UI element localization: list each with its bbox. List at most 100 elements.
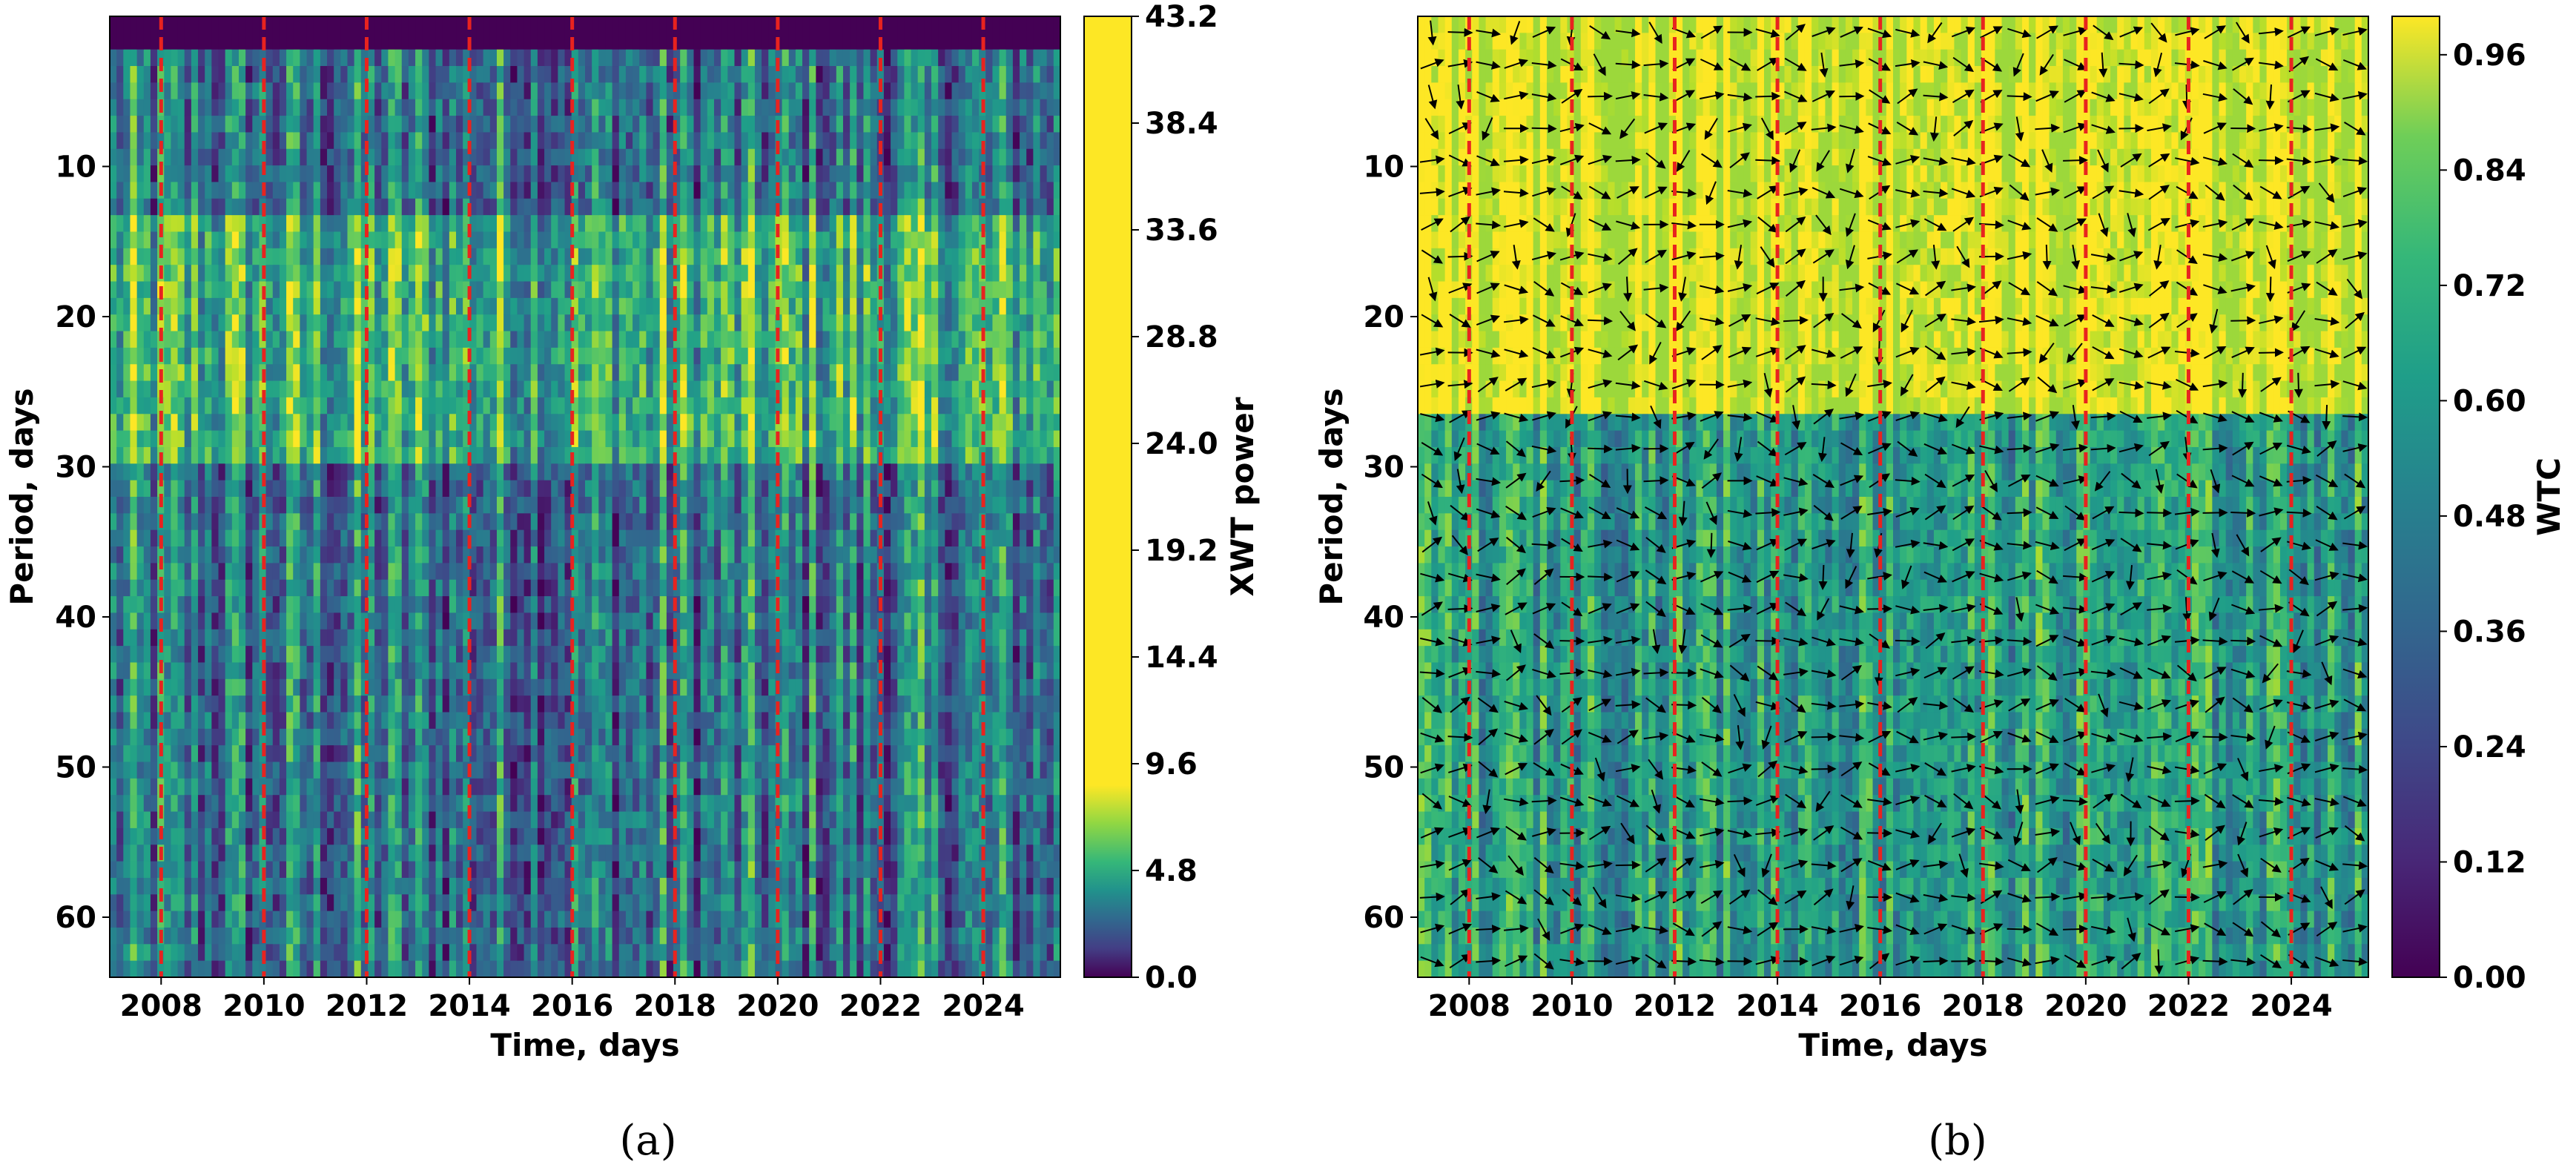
heatmap-cell	[598, 795, 607, 813]
heatmap-cell	[150, 414, 158, 432]
heatmap-cell	[150, 99, 158, 116]
heatmap-cell	[205, 33, 212, 50]
heatmap-cell	[381, 265, 389, 282]
heatmap-cell	[300, 215, 308, 233]
heatmap-cell	[293, 944, 300, 962]
heatmap-cell	[259, 894, 267, 912]
heatmap-cell	[123, 579, 131, 597]
heatmap-cell	[530, 894, 538, 912]
heatmap-cell	[537, 480, 545, 498]
heatmap-cell	[524, 778, 532, 796]
heatmap-cell	[150, 546, 158, 564]
heatmap-cell	[300, 148, 308, 166]
heatmap-cell	[177, 331, 185, 348]
heatmap-cell	[503, 827, 511, 845]
heatmap-cell	[205, 148, 212, 166]
heatmap-cell	[279, 99, 287, 116]
heatmap-cell	[476, 778, 484, 796]
heatmap-cell	[300, 497, 308, 514]
heatmap-cell	[238, 480, 246, 498]
heatmap-cell	[524, 182, 532, 199]
heatmap-cell	[313, 331, 321, 348]
heatmap-cell	[130, 778, 138, 796]
heatmap-cell	[476, 646, 484, 664]
heatmap-cell	[110, 827, 117, 845]
heatmap-cell	[489, 728, 498, 746]
heatmap-cell	[415, 811, 423, 829]
heatmap-cell	[171, 148, 179, 166]
heatmap-cell	[340, 165, 349, 183]
heatmap-cell	[340, 546, 349, 564]
heatmap-cell	[408, 712, 416, 730]
heatmap-cell	[401, 944, 409, 962]
heatmap-cell	[367, 662, 375, 680]
heatmap-cell	[367, 579, 375, 597]
heatmap-cell	[334, 845, 341, 862]
heatmap-cell	[585, 629, 592, 647]
heatmap-cell	[633, 49, 640, 67]
heatmap-cell	[469, 579, 478, 597]
heatmap-cell	[110, 845, 117, 862]
heatmap-cell	[116, 944, 124, 962]
heatmap-cell	[612, 314, 620, 332]
heatmap-cell	[530, 480, 538, 498]
heatmap-cell	[320, 281, 328, 299]
heatmap-cell	[422, 414, 429, 432]
heatmap-cell	[442, 364, 450, 382]
heatmap-cell	[381, 314, 389, 332]
heatmap-cell	[687, 33, 695, 50]
heatmap-cell	[313, 911, 321, 928]
heatmap-cell	[564, 795, 572, 813]
heatmap-cell	[320, 198, 328, 216]
heatmap-cell	[666, 231, 674, 249]
heatmap-cell	[612, 49, 620, 67]
heatmap-cell	[449, 563, 457, 581]
heatmap-cell	[456, 678, 463, 696]
heatmap-cell	[123, 480, 131, 498]
heatmap-cell	[401, 513, 409, 531]
heatmap-cell	[347, 446, 355, 464]
heatmap-cell	[360, 795, 369, 813]
heatmap-cell	[537, 182, 545, 199]
heatmap-cell	[422, 861, 429, 879]
heatmap-cell	[633, 811, 640, 829]
heatmap-cell	[687, 596, 695, 614]
heatmap-cell	[530, 778, 538, 796]
heatmap-cell	[537, 529, 545, 547]
heatmap-cell	[666, 678, 674, 696]
heatmap-cell	[673, 960, 681, 978]
heatmap-cell	[286, 132, 294, 150]
heatmap-cell	[252, 861, 260, 879]
heatmap-cell	[530, 446, 538, 464]
heatmap-cell	[551, 678, 558, 696]
heatmap-cell	[618, 132, 627, 150]
heatmap-cell	[578, 331, 586, 348]
heatmap-cell	[205, 248, 212, 265]
heatmap-cell	[605, 563, 613, 581]
heatmap-cell	[503, 446, 511, 464]
heatmap-cell	[286, 33, 294, 50]
heatmap-cell	[293, 364, 300, 382]
heatmap-cell	[218, 827, 226, 845]
heatmap-cell	[279, 894, 287, 912]
heatmap-cell	[123, 612, 131, 630]
heatmap-cell	[429, 347, 437, 365]
heatmap-cell	[680, 281, 687, 299]
heatmap-cell	[245, 116, 253, 133]
heatmap-cell	[673, 811, 681, 829]
heatmap-cell	[449, 911, 457, 928]
heatmap-cell	[687, 629, 695, 647]
heatmap-cell	[334, 347, 341, 365]
heatmap-cell	[483, 215, 491, 233]
heatmap-cell	[272, 497, 280, 514]
heatmap-cell	[177, 497, 185, 514]
heatmap-cell	[225, 497, 233, 514]
heatmap-cell	[442, 795, 450, 813]
heatmap-cell	[374, 215, 382, 233]
heatmap-cell	[639, 745, 647, 763]
heatmap-cell	[123, 596, 131, 614]
heatmap-cell	[252, 646, 260, 664]
heatmap-cell	[110, 811, 117, 829]
heatmap-cell	[435, 463, 443, 481]
heatmap-cell	[340, 745, 349, 763]
